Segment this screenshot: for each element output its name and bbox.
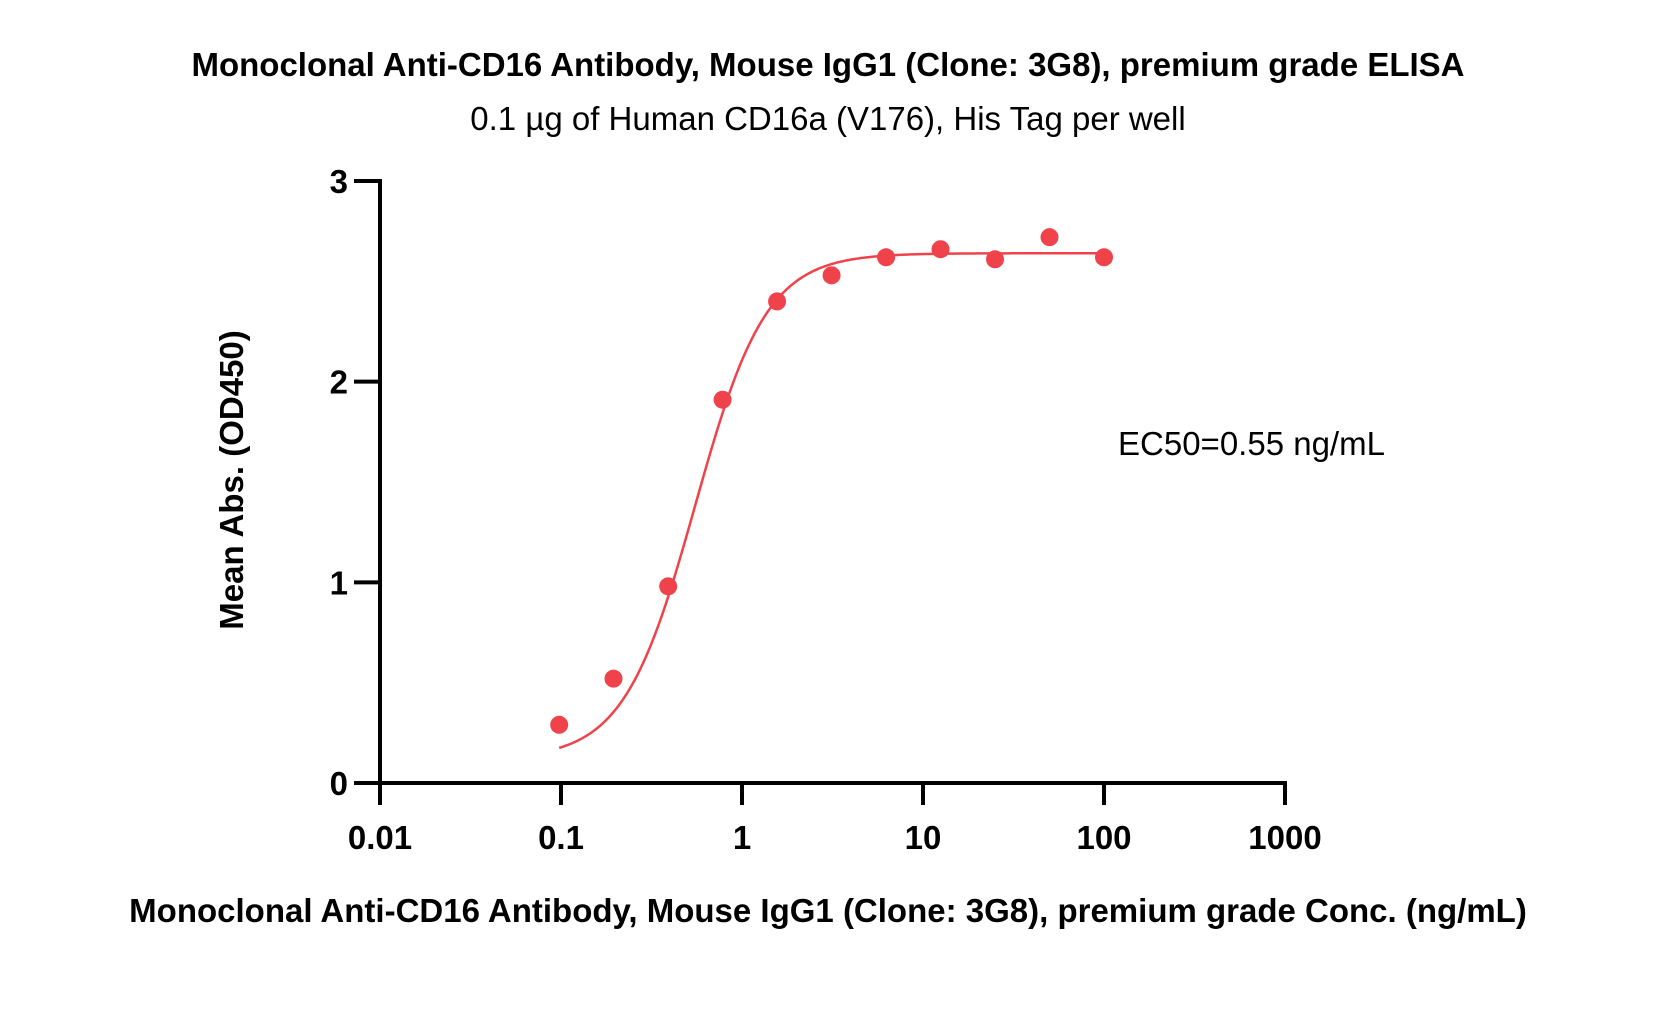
data-point — [1040, 228, 1059, 247]
data-points — [550, 228, 1113, 734]
ec50-annotation: EC50=0.55 ng/mL — [1118, 425, 1385, 462]
y-axis-label: Mean Abs. (OD450) — [213, 330, 250, 630]
data-point — [822, 266, 841, 285]
x-tick-label: 1000 — [1248, 819, 1321, 856]
data-point — [604, 669, 623, 688]
data-point — [986, 250, 1005, 269]
data-point — [713, 390, 732, 409]
x-tick-label: 10 — [905, 819, 942, 856]
data-point — [659, 577, 678, 596]
x-tick-label: 0.1 — [538, 819, 584, 856]
y-tick-label: 2 — [330, 364, 348, 401]
chart-title: Monoclonal Anti-CD16 Antibody, Mouse IgG… — [191, 46, 1464, 83]
data-point — [550, 715, 569, 734]
data-point — [768, 292, 787, 311]
x-tick-label: 0.01 — [348, 819, 412, 856]
y-tick-label: 1 — [330, 564, 348, 601]
fit-curve — [558, 252, 1104, 750]
x-axis-label: Monoclonal Anti-CD16 Antibody, Mouse IgG… — [129, 892, 1527, 929]
data-point — [1095, 248, 1113, 267]
x-tick-label: 100 — [1076, 819, 1131, 856]
fit-curve-layer — [558, 252, 1104, 750]
chart-subtitle: 0.1 µg of Human CD16a (V176), His Tag pe… — [470, 100, 1185, 137]
y-tick-label: 0 — [330, 765, 348, 802]
x-tick-label: 1 — [733, 819, 751, 856]
data-point — [931, 240, 950, 259]
y-tick-label: 3 — [330, 163, 348, 200]
axes: 0 1 2 3 0.01 0.1 1 10 100 1000 — [330, 163, 1322, 856]
data-point — [877, 248, 896, 267]
